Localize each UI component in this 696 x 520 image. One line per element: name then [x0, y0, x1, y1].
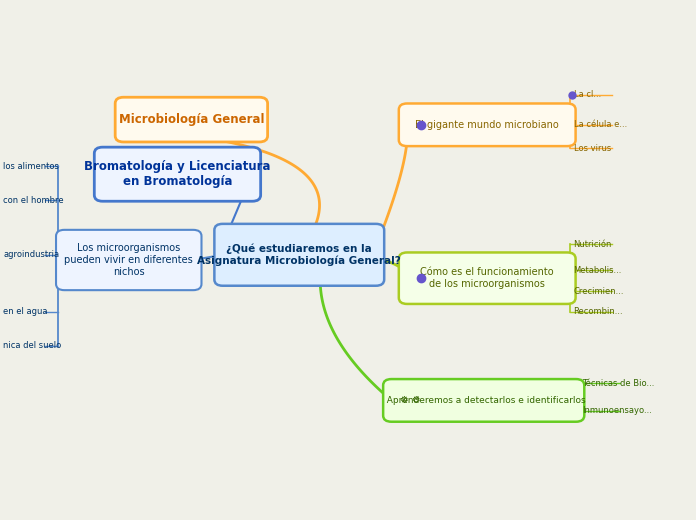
Text: Bromatología y Licenciatura
en Bromatología: Bromatología y Licenciatura en Bromatolo…	[84, 160, 271, 188]
Text: Aprenderemos a detectarlos e identificarlos: Aprenderemos a detectarlos e identificar…	[381, 396, 586, 405]
FancyBboxPatch shape	[95, 147, 260, 201]
Text: Recombin...: Recombin...	[574, 307, 623, 317]
Text: con el hombre: con el hombre	[3, 196, 64, 205]
Text: Microbiología General: Microbiología General	[118, 113, 264, 126]
Text: agroindustria: agroindustria	[3, 250, 60, 259]
Text: ¿Qué estudiaremos en la
Asignatura Microbiología General?: ¿Qué estudiaremos en la Asignatura Micro…	[198, 243, 401, 266]
Text: Metabolis...: Metabolis...	[574, 266, 622, 275]
Text: nica del suelo: nica del suelo	[3, 341, 62, 350]
Text: Técnicas de Bio...: Técnicas de Bio...	[582, 379, 654, 388]
Text: los alimentos: los alimentos	[3, 162, 59, 171]
Text: Los virus: Los virus	[574, 144, 611, 153]
Text: Inmunoensayo...: Inmunoensayo...	[582, 406, 652, 415]
FancyBboxPatch shape	[116, 97, 267, 142]
Text: La célula e...: La célula e...	[574, 120, 627, 129]
Text: El gigante mundo microbiano: El gigante mundo microbiano	[416, 120, 559, 130]
Text: en el agua: en el agua	[3, 307, 48, 317]
Text: Los microorganismos
pueden vivir en diferentes
nichos: Los microorganismos pueden vivir en dife…	[65, 243, 193, 277]
FancyBboxPatch shape	[399, 252, 576, 304]
FancyBboxPatch shape	[399, 103, 576, 146]
Text: La cl...: La cl...	[574, 90, 601, 99]
Text: Nutrición: Nutrición	[574, 240, 612, 249]
FancyBboxPatch shape	[214, 224, 384, 285]
FancyBboxPatch shape	[56, 230, 202, 290]
FancyBboxPatch shape	[383, 379, 585, 422]
Text: Crecimien...: Crecimien...	[574, 287, 624, 296]
Text: ⚙ ⚙: ⚙ ⚙	[400, 395, 420, 406]
Text: Cómo es el funcionamiento
de los microorganismos: Cómo es el funcionamiento de los microor…	[420, 267, 554, 289]
